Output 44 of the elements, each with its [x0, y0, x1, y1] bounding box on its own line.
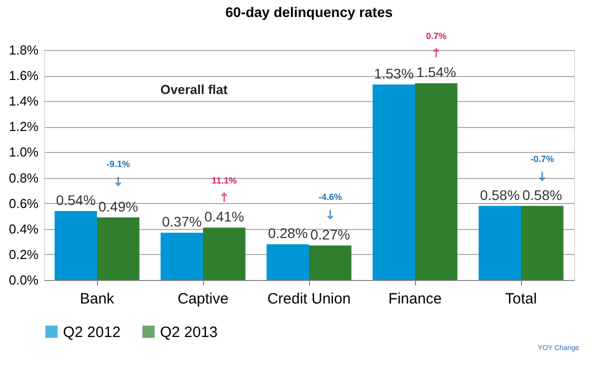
x-tick-label: Total — [505, 290, 537, 308]
y-tick-label: 0.0% — [8, 272, 39, 288]
data-label: 0.49% — [98, 198, 138, 214]
annotation: -0.7% — [530, 154, 554, 164]
chart-title: 60-day delinquency rates — [225, 4, 393, 20]
bar — [521, 206, 564, 280]
y-tick-label: 1.0% — [8, 144, 39, 160]
x-tick-label: Bank — [80, 290, 115, 308]
data-label: 0.58% — [480, 186, 520, 203]
data-label: 1.53% — [374, 66, 414, 82]
legend-label: Q2 2012 — [63, 324, 121, 341]
bar — [372, 84, 415, 280]
bar — [309, 246, 352, 280]
bar — [415, 83, 458, 280]
bar — [54, 211, 97, 280]
y-tick-label: 1.6% — [8, 68, 39, 84]
annotation: 11.1% — [212, 176, 237, 186]
data-label: 0.58% — [522, 186, 562, 203]
y-tick-label: 0.8% — [8, 170, 39, 186]
x-tick-label: Credit Union — [267, 290, 351, 308]
data-label: 0.27% — [310, 226, 350, 242]
bar — [203, 228, 246, 280]
y-tick-label: 1.8% — [8, 42, 39, 58]
data-label: 1.54% — [416, 64, 456, 80]
y-tick-label: 1.2% — [8, 119, 39, 134]
annotation: -4.6% — [318, 192, 342, 202]
annotation: Overall flat — [160, 82, 228, 97]
y-tick-label: 0.4% — [8, 221, 39, 236]
data-label: 0.41% — [204, 208, 244, 225]
data-label: 0.28% — [268, 225, 308, 242]
text: 0.7% — [426, 31, 446, 42]
bar — [478, 206, 521, 280]
bar — [97, 217, 140, 280]
x-tick-label: Captive — [178, 290, 228, 308]
annotation: -9.1% — [106, 159, 130, 169]
data-label: 0.54% — [56, 192, 96, 208]
data-label: 0.37% — [162, 214, 202, 230]
x-tick-label: Finance — [388, 290, 442, 308]
y-tick-label: 1.4% — [8, 94, 39, 109]
legend-label: Q2 2013 — [160, 324, 218, 341]
bar — [160, 232, 203, 280]
y-tick-label: 0.6% — [8, 196, 39, 211]
bar — [266, 244, 309, 280]
y-tick-label: 0.2% — [8, 246, 39, 262]
